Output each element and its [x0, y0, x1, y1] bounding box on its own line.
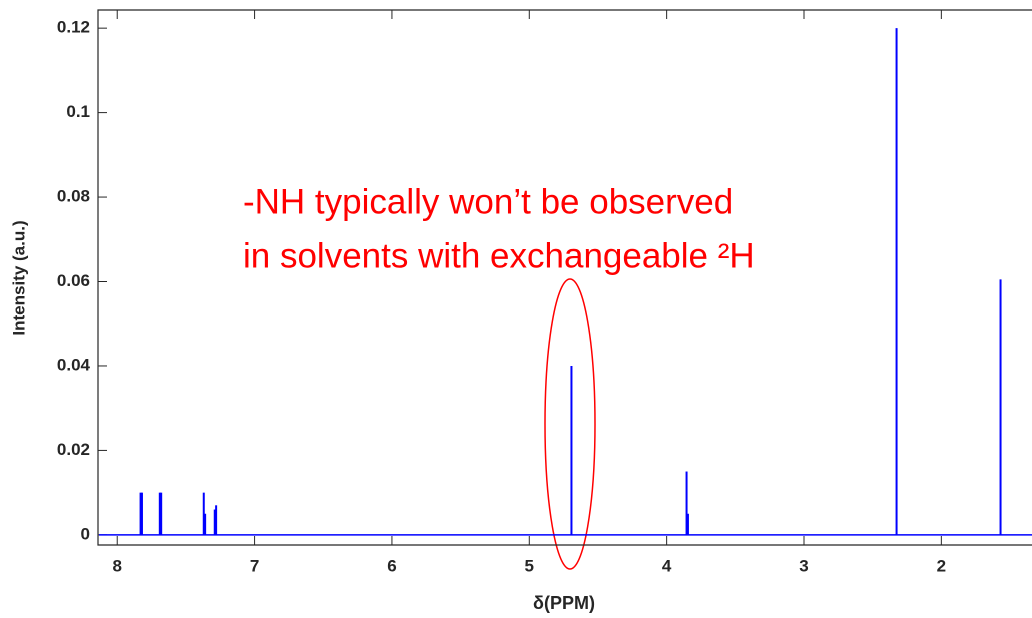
x-axis-label: δ(PPM) — [533, 593, 595, 613]
y-tick-label: 0.12 — [57, 18, 90, 37]
y-tick-label: 0.04 — [57, 355, 91, 374]
annotation: in solvents with exchangeable ²H — [243, 236, 755, 275]
x-tick-label: 2 — [937, 556, 946, 575]
y-tick-label: 0.1 — [66, 102, 90, 121]
x-tick-label: 7 — [250, 556, 259, 575]
axes-box — [97, 9, 1032, 546]
highlight-ellipse — [544, 278, 596, 570]
y-axis-label: Intensity (a.u.) — [9, 220, 28, 335]
x-tick-label: 4 — [662, 556, 672, 575]
annotation: -NH typically won’t be observed — [243, 182, 733, 221]
x-tick-label: 6 — [387, 556, 396, 575]
y-tick-label: 0.08 — [57, 187, 90, 206]
x-tick-label: 3 — [799, 556, 808, 575]
x-tick-label: 5 — [525, 556, 534, 575]
x-tick-label: 8 — [112, 556, 121, 575]
y-tick-label: 0.02 — [57, 440, 90, 459]
y-tick-label: 0.06 — [57, 271, 90, 290]
y-tick-label: 0 — [81, 524, 90, 543]
